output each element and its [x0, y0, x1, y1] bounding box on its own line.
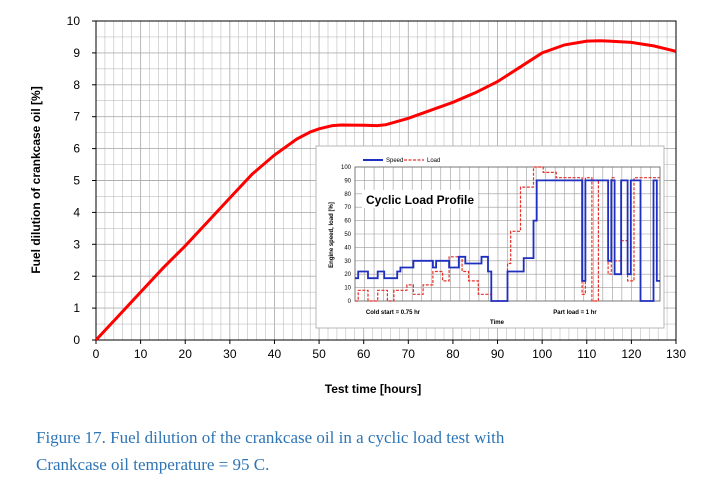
inset-tick-labels: 0 10 20 30 40 50 60 70 80 90 100 — [341, 165, 352, 305]
x-tick-label: 120 — [621, 347, 641, 361]
inset-y-tick-label: 20 — [344, 272, 351, 278]
inset-y-axis-label: Engine speed, load [%] — [329, 202, 335, 268]
y-tick-label: 1 — [73, 301, 80, 315]
inset-y-tick-label: 70 — [344, 205, 351, 211]
inset-region-label-part-load: Part load = 1 hr — [553, 310, 597, 316]
inset-series-line-speed — [355, 179, 660, 302]
legend-label-speed: Speed — [386, 158, 403, 164]
y-tick-label: 4 — [73, 205, 80, 219]
inset-y-tick-label: 90 — [344, 178, 351, 184]
y-tick-label: 7 — [73, 110, 80, 124]
inset-x-axis-label: Time — [490, 320, 505, 326]
y-tick-label: 3 — [73, 237, 80, 251]
x-tick-label: 100 — [532, 347, 552, 361]
y-tick-label: 2 — [73, 269, 80, 283]
y-tick-label: 5 — [73, 174, 80, 188]
inset-region-label-cold-start: Cold start = 0.75 hr — [366, 310, 421, 316]
caption-line-1: Figure 17. Fuel dilution of the crankcas… — [36, 428, 505, 447]
x-tick-label: 0 — [93, 347, 100, 361]
y-tick-label: 10 — [67, 14, 81, 28]
y-tick-label: 8 — [73, 78, 80, 92]
inset-y-tick-label: 40 — [344, 245, 351, 251]
inset-y-tick-label: 10 — [344, 286, 351, 292]
main-tick-labels: 0 10 20 30 40 50 60 70 80 90 100 110 120 130012345678… — [67, 14, 687, 361]
x-axis-label: Test time [hours] — [325, 382, 421, 396]
x-tick-label: 60 — [357, 347, 371, 361]
inset-y-tick-label: 60 — [344, 219, 351, 225]
x-tick-label: 20 — [179, 347, 193, 361]
y-tick-label: 9 — [73, 46, 80, 60]
y-tick-label: 0 — [73, 333, 80, 347]
inset-chart: 0 10 20 30 40 50 60 70 80 90 100 Speed Load Cyclic… — [315, 145, 665, 329]
x-tick-label: 10 — [134, 347, 148, 361]
inset-y-tick-label: 80 — [344, 192, 351, 198]
x-tick-label: 130 — [666, 347, 686, 361]
inset-y-tick-label: 50 — [344, 232, 351, 238]
y-axis-label: Fuel dilution of crankcase oil [%] — [29, 86, 43, 273]
inset-y-tick-label: 30 — [344, 259, 351, 265]
figure-caption: Figure 17. Fuel dilution of the crankcas… — [36, 424, 696, 478]
legend-label-load: Load — [427, 158, 440, 164]
series-line-fuel-dilution — [94, 39, 677, 342]
caption-line-2: Crankcase oil temperature = 95 C. — [36, 455, 270, 474]
inset-y-tick-label: 100 — [341, 165, 352, 171]
x-tick-label: 40 — [268, 347, 282, 361]
x-tick-label: 80 — [446, 347, 460, 361]
x-tick-label: 110 — [577, 347, 596, 361]
x-tick-label: 50 — [312, 347, 326, 361]
inset-title-backdrop — [362, 190, 478, 208]
inset-y-tick-label: 0 — [348, 299, 352, 305]
x-tick-label: 30 — [223, 347, 237, 361]
x-tick-label: 70 — [402, 347, 416, 361]
x-tick-label: 90 — [491, 347, 505, 361]
inset-title: Cyclic Load Profile — [366, 193, 474, 207]
y-tick-label: 6 — [73, 142, 80, 156]
